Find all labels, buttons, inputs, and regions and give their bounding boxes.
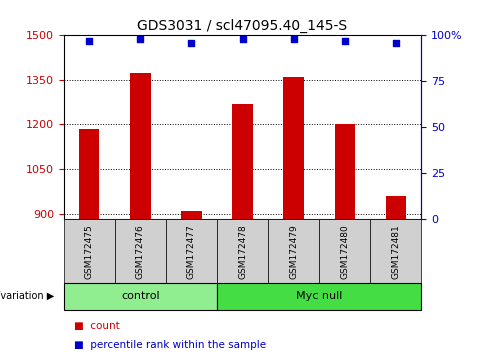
- Text: GSM172480: GSM172480: [340, 224, 349, 279]
- Title: GDS3031 / scl47095.40_145-S: GDS3031 / scl47095.40_145-S: [138, 19, 347, 33]
- Bar: [232, 104, 253, 219]
- Text: ■  count: ■ count: [74, 321, 119, 331]
- Text: ■  percentile rank within the sample: ■ percentile rank within the sample: [74, 340, 266, 350]
- Point: [85, 38, 93, 44]
- Point: [136, 36, 144, 42]
- Point: [341, 38, 349, 44]
- Text: GSM172476: GSM172476: [136, 224, 145, 279]
- Point: [392, 40, 400, 46]
- Point: [239, 36, 246, 42]
- Bar: [130, 73, 150, 219]
- Text: GSM172475: GSM172475: [85, 224, 94, 279]
- Bar: [283, 77, 304, 219]
- Bar: [79, 129, 99, 219]
- Text: GSM172481: GSM172481: [392, 224, 400, 279]
- Text: GSM172478: GSM172478: [238, 224, 247, 279]
- Text: control: control: [121, 291, 160, 302]
- Text: Myc null: Myc null: [296, 291, 343, 302]
- Bar: [335, 125, 355, 219]
- Point: [188, 40, 196, 46]
- Text: GSM172477: GSM172477: [187, 224, 196, 279]
- Bar: [386, 196, 406, 219]
- Text: GSM172479: GSM172479: [289, 224, 298, 279]
- Text: genotype/variation ▶: genotype/variation ▶: [0, 291, 54, 302]
- Bar: [181, 211, 202, 219]
- Point: [290, 36, 297, 42]
